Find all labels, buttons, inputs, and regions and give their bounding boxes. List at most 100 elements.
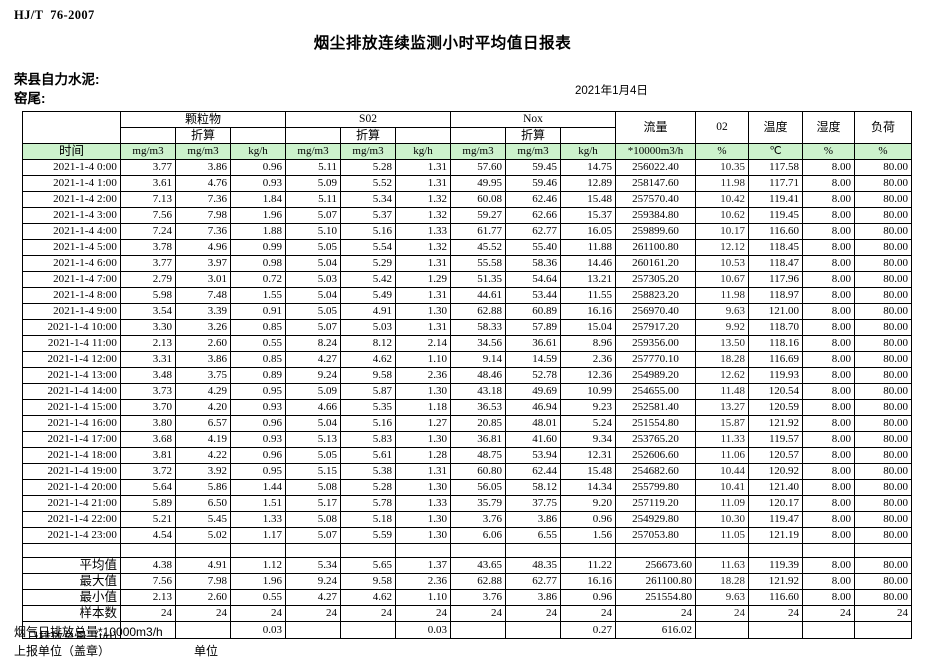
cell-o2: 12.62: [695, 367, 749, 384]
cell-humidity: 8.00: [802, 255, 855, 272]
summary-row: 样本数 24 24 24 24 24 24 24 24 24 24 24 24 24 24: [22, 605, 912, 622]
cell-so2-kgh: 1.30: [395, 527, 451, 544]
cell-so2-raw: 5.05: [285, 447, 341, 464]
cell-o2: 11.98: [695, 175, 749, 192]
cell-nox-raw: 36.53: [450, 399, 506, 416]
cell-temperature: 120.17: [748, 495, 803, 512]
cell-pm-converted: 3.97: [175, 255, 231, 272]
column-header-pm-converted: mg/m3: [175, 143, 231, 160]
cell-nox-raw: 9.14: [450, 351, 506, 368]
cell-temperature: 116.69: [748, 351, 803, 368]
cell-pm-kgh: 1.17: [230, 527, 286, 544]
cell-so2-raw: 5.07: [285, 207, 341, 224]
cell-temperature: 121.19: [748, 527, 803, 544]
cell-time: 2021-1-4 20:00: [22, 479, 121, 496]
cell-nox-raw: 49.95: [450, 175, 506, 192]
cell-pm-kgh: 0.93: [230, 431, 286, 448]
cell-flow: 254989.20: [615, 367, 696, 384]
cell-pm-converted: 4.96: [175, 239, 231, 256]
summary-load: 80.00: [854, 557, 912, 574]
cell-o2: 10.67: [695, 271, 749, 288]
daily-total-so2-raw: [285, 621, 341, 639]
summary-pm-kgh: 0.55: [230, 589, 286, 606]
cell-nox-raw: 62.88: [450, 303, 506, 320]
cell-nox-raw: 60.80: [450, 463, 506, 480]
cell-time: 2021-1-4 19:00: [22, 463, 121, 480]
cell-so2-raw: 5.04: [285, 287, 341, 304]
cell-nox-kgh: 0.96: [560, 511, 616, 528]
cell-time: 2021-1-4 15:00: [22, 399, 121, 416]
cell-temperature: 118.45: [748, 239, 803, 256]
cell-load: 80.00: [854, 463, 912, 480]
cell-pm-kgh: 0.89: [230, 367, 286, 384]
cell-temperature: 119.47: [748, 511, 803, 528]
cell-pm-raw: 5.64: [120, 479, 176, 496]
summary-label: 平均值: [22, 557, 121, 574]
column-header-load: %: [854, 143, 912, 160]
cell-so2-converted: 5.16: [340, 223, 396, 240]
page-title: 烟尘排放连续监测小时平均值日报表: [313, 35, 572, 52]
cell-temperature: 120.59: [748, 399, 803, 416]
group-header-load: 负荷: [854, 111, 912, 144]
spacer-cell: [748, 543, 803, 558]
cell-flow: 254655.00: [615, 383, 696, 400]
cell-nox-raw: 45.52: [450, 239, 506, 256]
cell-pm-kgh: 1.55: [230, 287, 286, 304]
cell-so2-kgh: 1.30: [395, 303, 451, 320]
summary-nox-converted: 48.35: [505, 557, 561, 574]
summary-nox-raw: 3.76: [450, 589, 506, 606]
table-row: 2021-1-4 12:00 3.31 3.86 0.85 4.27 4.62 1.10 9.…: [22, 351, 912, 368]
cell-pm-kgh: 0.72: [230, 271, 286, 288]
cell-nox-kgh: 1.56: [560, 527, 616, 544]
cell-humidity: 8.00: [802, 479, 855, 496]
cell-load: 80.00: [854, 511, 912, 528]
summary-nox-raw: 43.65: [450, 557, 506, 574]
cell-o2: 10.53: [695, 255, 749, 272]
cell-o2: 11.48: [695, 383, 749, 400]
cell-humidity: 8.00: [802, 223, 855, 240]
summary-pm-converted: 24: [175, 605, 231, 622]
cell-flow: 258823.20: [615, 287, 696, 304]
daily-total-nox-converted: [505, 621, 561, 639]
cell-so2-kgh: 1.27: [395, 415, 451, 432]
cell-pm-kgh: 1.88: [230, 223, 286, 240]
daily-total-so2-kgh: 0.03: [395, 621, 451, 639]
summary-nox-kgh: 11.22: [560, 557, 616, 574]
cell-time: 2021-1-4 4:00: [22, 223, 121, 240]
summary-so2-raw: 4.27: [285, 589, 341, 606]
cell-pm-converted: 7.98: [175, 207, 231, 224]
cell-time: 2021-1-4 17:00: [22, 431, 121, 448]
table-row: 2021-1-4 6:00 3.77 3.97 0.98 5.04 5.29 1.31 55.…: [22, 255, 912, 272]
cell-pm-raw: 3.48: [120, 367, 176, 384]
cell-humidity: 8.00: [802, 287, 855, 304]
cell-pm-raw: 2.13: [120, 335, 176, 352]
cell-load: 80.00: [854, 319, 912, 336]
cell-load: 80.00: [854, 479, 912, 496]
cell-humidity: 8.00: [802, 319, 855, 336]
cell-load: 80.00: [854, 431, 912, 448]
summary-humidity: 8.00: [802, 589, 855, 606]
cell-humidity: 8.00: [802, 271, 855, 288]
cell-o2: 11.05: [695, 527, 749, 544]
cell-pm-raw: 3.31: [120, 351, 176, 368]
summary-humidity: 8.00: [802, 573, 855, 590]
cell-so2-converted: 5.03: [340, 319, 396, 336]
summary-so2-converted: 5.65: [340, 557, 396, 574]
cell-pm-converted: 3.75: [175, 367, 231, 384]
cell-nox-converted: 57.89: [505, 319, 561, 336]
cell-humidity: 8.00: [802, 415, 855, 432]
column-header-nox-raw: mg/m3: [450, 143, 506, 160]
summary-pm-raw: 24: [120, 605, 176, 622]
daily-total-pm-kgh: 0.03: [230, 621, 286, 639]
cell-nox-converted: 46.94: [505, 399, 561, 416]
daily-total-so2-converted: [340, 621, 396, 639]
cell-pm-raw: 3.77: [120, 255, 176, 272]
summary-so2-kgh: 24: [395, 605, 451, 622]
report-table-wrapper: 颗粒物 S02 Nox 流量 02 温度 湿度 负荷 折算 折算 折算: [22, 111, 912, 639]
cell-o2: 15.87: [695, 415, 749, 432]
cell-time: 2021-1-4 23:00: [22, 527, 121, 544]
cell-temperature: 120.54: [748, 383, 803, 400]
cell-temperature: 121.92: [748, 415, 803, 432]
cell-nox-raw: 36.81: [450, 431, 506, 448]
